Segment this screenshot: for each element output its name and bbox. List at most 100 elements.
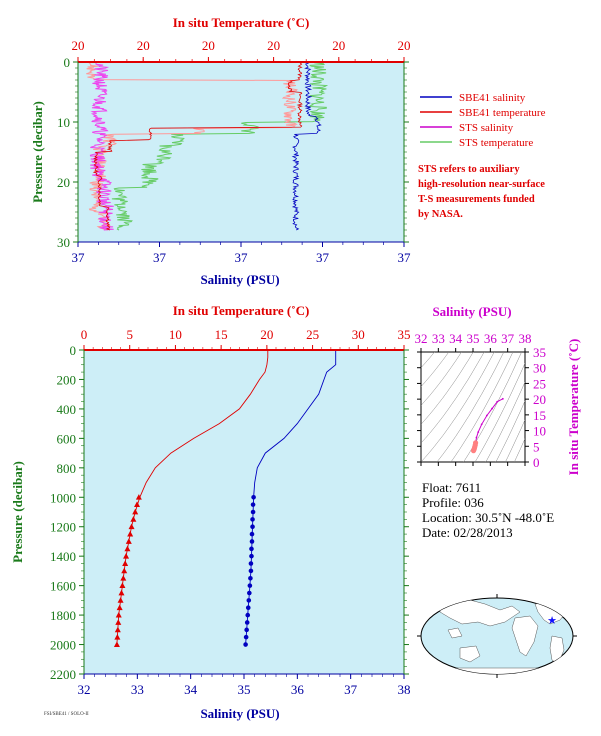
salinity-marker bbox=[244, 627, 249, 633]
salinity-marker bbox=[251, 494, 256, 500]
legend-entry-sbe41-temperature: SBE41 temperature bbox=[420, 107, 546, 119]
bottom-sal-tick-label: 34 bbox=[184, 682, 198, 697]
ts-sal-tick-label: 36 bbox=[484, 331, 498, 346]
ts-density-contour bbox=[421, 352, 462, 406]
bottom-temp-tick-label: 25 bbox=[306, 327, 319, 342]
ts-density-contour bbox=[485, 381, 525, 462]
bottom-sal-tick-label: 37 bbox=[344, 682, 358, 697]
bottom-pressure-tick-label: 1000 bbox=[50, 490, 76, 505]
ts-density-contour bbox=[495, 400, 525, 462]
svg-text:STS salinity: STS salinity bbox=[459, 122, 514, 134]
float-info: Float: 7611 Profile: 036 Location: 30.5˚… bbox=[422, 480, 554, 540]
bottom-pressure-tick-label: 1200 bbox=[50, 520, 76, 535]
location: Location: 30.5˚N -48.0˚E bbox=[422, 510, 555, 525]
bottom-pressure-tick-label: 400 bbox=[57, 402, 77, 417]
salinity-marker bbox=[249, 546, 254, 552]
temperature-marker bbox=[135, 494, 142, 500]
bottom-pressure-tick-label: 200 bbox=[57, 372, 77, 387]
top-temp-tick-label: 20 bbox=[332, 38, 345, 53]
temperature-marker bbox=[114, 633, 121, 640]
full-profile-panel: 0 5 10 15 20 25 30 35 32 33 34 35 36 37 38 0 200 400 600 80… bbox=[10, 303, 411, 721]
ts-density-contour bbox=[505, 419, 525, 462]
legend-entry-sts-salinity: STS salinity bbox=[420, 122, 514, 134]
ts-temp-tick-label: 30 bbox=[533, 361, 546, 376]
salinity-marker bbox=[248, 575, 253, 581]
salinity-marker bbox=[247, 583, 253, 588]
bottom-pressure-tick-label: 1400 bbox=[50, 549, 76, 564]
near-surface-ylabel: Pressure (decibar) bbox=[30, 101, 45, 203]
temperature-marker bbox=[121, 567, 128, 574]
svg-text:SBE41 salinity: SBE41 salinity bbox=[459, 92, 526, 104]
salinity-marker bbox=[249, 531, 255, 537]
sts-salinity-line bbox=[89, 62, 114, 231]
temperature-marker bbox=[116, 604, 123, 611]
ts-point bbox=[477, 431, 480, 434]
note-line-3: T-S measurements funded bbox=[418, 194, 535, 205]
near-surface-legend: SBE41 salinity SBE41 temperature STS sal… bbox=[420, 92, 546, 149]
top-sal-tick-label: 37 bbox=[316, 250, 330, 265]
bottom-pressure-tick-label: 0 bbox=[70, 343, 77, 358]
map-africa bbox=[511, 615, 539, 657]
ts-density-contour bbox=[450, 352, 514, 462]
salinity-markers bbox=[243, 494, 256, 647]
top-pressure-tick-label: 30 bbox=[57, 235, 70, 250]
salinity-marker bbox=[250, 524, 255, 530]
float-id: Float: 7611 bbox=[422, 480, 482, 495]
temperature-marker bbox=[125, 538, 132, 544]
temperature-marker bbox=[127, 530, 134, 537]
ts-sal-tick-label: 37 bbox=[501, 331, 515, 346]
bottom-sal-tick-label: 35 bbox=[238, 682, 251, 697]
legend-entry-sbe41-salinity: SBE41 salinity bbox=[420, 92, 526, 104]
bottom-temp-tick-label: 35 bbox=[398, 327, 411, 342]
salinity-marker bbox=[248, 568, 254, 574]
near-surface-panel: 20 20 20 20 20 20 37 37 37 37 37 0 10 20 30 In situ Te… bbox=[30, 15, 411, 287]
ts-sal-tick-label: 34 bbox=[449, 331, 463, 346]
salinity-marker bbox=[244, 620, 250, 625]
ts-temp-tick-label: 10 bbox=[533, 424, 546, 439]
ts-sal-tick-label: 32 bbox=[415, 331, 428, 346]
temperature-marker bbox=[113, 641, 120, 647]
near-surface-top-xlabel: In situ Temperature (˚C) bbox=[173, 15, 310, 30]
temperature-marker bbox=[128, 523, 135, 530]
full-profile-ticks: 0 5 10 15 20 25 30 35 32 33 34 35 36 37 38 0 200 400 600 80… bbox=[50, 327, 411, 697]
salinity-marker bbox=[245, 605, 251, 611]
ts-density-contour bbox=[436, 352, 505, 462]
ts-point bbox=[501, 397, 504, 400]
ts-point bbox=[496, 400, 499, 403]
top-temp-tick-label: 20 bbox=[398, 38, 411, 53]
temperature-marker bbox=[119, 582, 126, 589]
temperature-marker bbox=[130, 516, 137, 522]
temperature-marker bbox=[114, 626, 121, 633]
full-profile-bottom-xlabel: Salinity (PSU) bbox=[200, 706, 279, 721]
temperature-marker bbox=[115, 611, 122, 618]
ts-diagram-top-xlabel: Salinity (PSU) bbox=[432, 304, 511, 319]
full-profile-plot-bg bbox=[84, 350, 404, 674]
ts-point bbox=[485, 414, 488, 417]
ts-sal-tick-label: 33 bbox=[432, 331, 445, 346]
ts-density-contour bbox=[421, 352, 450, 387]
top-sal-tick-label: 37 bbox=[153, 250, 167, 265]
bottom-temp-tick-label: 20 bbox=[260, 327, 273, 342]
top-temp-tick-label: 20 bbox=[202, 38, 215, 53]
ts-sal-tick-label: 38 bbox=[519, 331, 532, 346]
ts-diagram-right-ylabel: In situ Temperature (˚C) bbox=[566, 339, 581, 476]
top-sal-tick-label: 37 bbox=[72, 250, 86, 265]
near-surface-plot-bg bbox=[78, 62, 404, 242]
svg-text:SBE41 temperature: SBE41 temperature bbox=[459, 107, 546, 119]
bottom-pressure-tick-label: 800 bbox=[57, 461, 77, 476]
sts-temperature-line bbox=[111, 62, 329, 231]
note-line-2: high-resolution near-surface bbox=[418, 179, 545, 190]
ts-point bbox=[475, 436, 478, 439]
bottom-pressure-tick-label: 2200 bbox=[50, 667, 76, 682]
near-surface-bottom-xlabel: Salinity (PSU) bbox=[200, 272, 279, 287]
sbe41-salinity-line bbox=[291, 62, 322, 231]
ts-temp-tick-label: 15 bbox=[533, 408, 546, 423]
temperature-marker bbox=[134, 501, 141, 508]
bottom-sal-tick-label: 32 bbox=[78, 682, 91, 697]
temperature-marker bbox=[118, 589, 125, 596]
bottom-pressure-tick-label: 600 bbox=[57, 431, 77, 446]
salinity-marker bbox=[243, 642, 248, 647]
map-eurasia bbox=[439, 599, 521, 627]
temperature-marker bbox=[120, 575, 127, 581]
